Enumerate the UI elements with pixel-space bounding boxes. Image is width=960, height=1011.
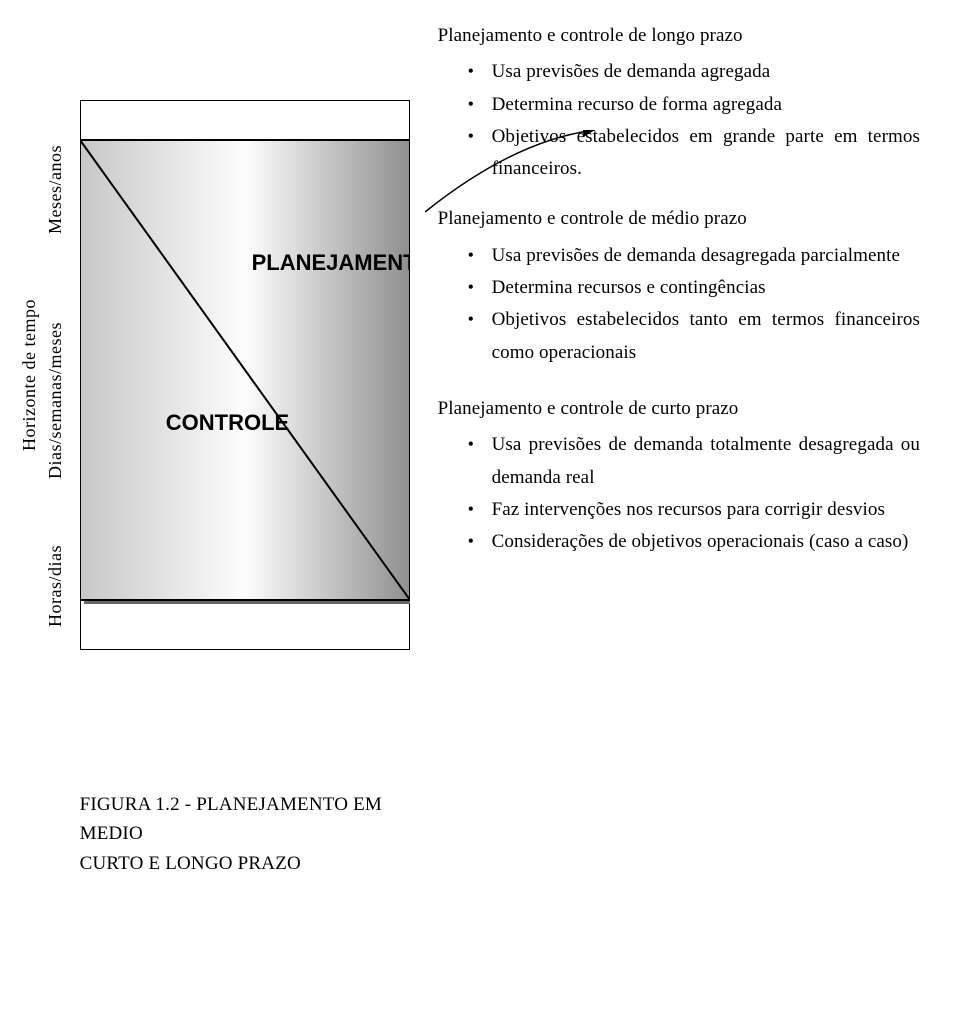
list-item: Usa previsões de demanda desagregada par… [492,240,920,272]
label-planejamento: PLANEJAMENTO [251,250,409,275]
list-item: Determina recurso de forma agregada [492,89,920,121]
section-title-longo: Planejamento e controle de longo prazo [438,20,920,52]
list-item: Considerações de objetivos operacionais … [492,526,920,558]
vertical-axis-labels: Horizonte de tempo Horas/dias Dias/seman… [20,100,66,650]
list-item: Usa previsões de demanda agregada [492,56,920,88]
bullets-longo: Usa previsões de demanda agregada Determ… [438,56,920,185]
section-medio-prazo: Planejamento e controle de médio prazo U… [438,203,920,368]
two-column-layout: Horizonte de tempo Horas/dias Dias/seman… [20,20,920,878]
axis-stack-labels: Horas/dias Dias/semanas/meses Meses/anos [46,100,66,650]
planning-diagram: PLANEJAMENTO CONTROLE [80,100,410,650]
section-title-medio: Planejamento e controle de médio prazo [438,203,920,235]
section-curto-prazo: Planejamento e controle de curto prazo U… [438,393,920,558]
section-title-curto: Planejamento e controle de curto prazo [438,393,920,425]
bullets-curto: Usa previsões de demanda totalmente desa… [438,429,920,558]
label-controle: CONTROLE [165,410,288,435]
list-item: Faz intervenções nos recursos para corri… [492,494,920,526]
right-text-column: Planejamento e controle de longo prazo U… [438,20,920,576]
axis-label-dias-semanas-meses: Dias/semanas/meses [46,298,66,504]
list-item: Usa previsões de demanda totalmente desa… [492,429,920,494]
figure-caption: FIGURA 1.2 - PLANEJAMENTO EM MEDIO CURTO… [80,790,410,878]
page-root: Horizonte de tempo Horas/dias Dias/seman… [0,0,960,1011]
list-item: Determina recursos e contingências [492,272,920,304]
left-block: Horizonte de tempo Horas/dias Dias/seman… [20,100,410,878]
bullets-medio: Usa previsões de demanda desagregada par… [438,240,920,369]
diagram-wrap: PLANEJAMENTO CONTROLE FIGURA 1.2 - PLANE… [80,100,410,878]
axis-label-horas-dias: Horas/dias [46,522,66,651]
list-item: Objetivos estabelecidos tanto em termos … [492,304,920,369]
section-longo-prazo: Planejamento e controle de longo prazo U… [438,20,920,185]
figure-caption-line2: CURTO E LONGO PRAZO [80,849,410,878]
figure-caption-line1: FIGURA 1.2 - PLANEJAMENTO EM MEDIO [80,790,410,849]
axis-outer-label: Horizonte de tempo [20,100,40,650]
axis-label-meses-anos: Meses/anos [46,100,66,280]
list-item: Objetivos estabelecidos em grande parte … [492,121,920,186]
